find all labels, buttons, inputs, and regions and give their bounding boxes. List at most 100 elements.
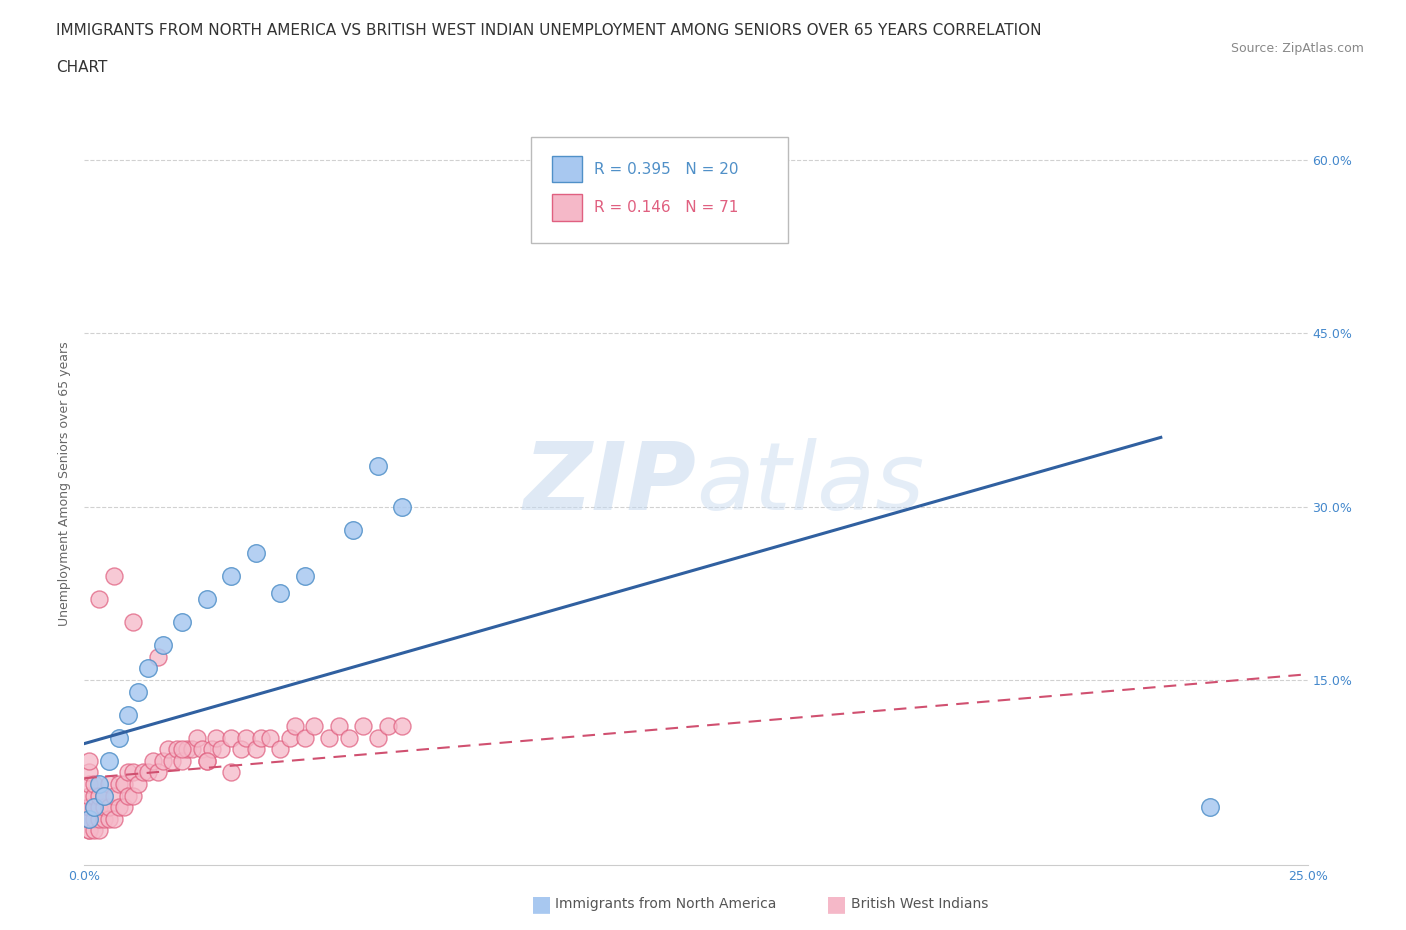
Point	[136, 765, 159, 780]
Point	[342, 523, 364, 538]
Point	[172, 742, 194, 757]
Point	[200, 742, 222, 757]
Point	[127, 684, 149, 699]
Point	[93, 788, 115, 803]
Point	[259, 730, 281, 745]
Point	[112, 800, 135, 815]
Point	[83, 788, 105, 803]
Point	[77, 823, 100, 838]
Point	[352, 719, 374, 734]
Point	[97, 753, 120, 768]
Point	[337, 730, 360, 745]
Point	[195, 753, 218, 768]
Point	[122, 788, 145, 803]
Point	[77, 788, 100, 803]
Point	[284, 719, 307, 734]
Point	[136, 661, 159, 676]
Point	[304, 719, 326, 734]
Point	[1198, 800, 1220, 815]
Text: IMMIGRANTS FROM NORTH AMERICA VS BRITISH WEST INDIAN UNEMPLOYMENT AMONG SENIORS : IMMIGRANTS FROM NORTH AMERICA VS BRITISH…	[56, 23, 1042, 38]
Point	[146, 649, 169, 664]
Point	[391, 499, 413, 514]
Point	[172, 753, 194, 768]
Text: R = 0.146   N = 71: R = 0.146 N = 71	[595, 200, 738, 215]
Text: ZIP: ZIP	[523, 438, 696, 529]
Point	[97, 777, 120, 791]
Point	[107, 800, 129, 815]
Point	[97, 811, 120, 826]
Point	[117, 788, 139, 803]
Point	[112, 777, 135, 791]
Point	[87, 788, 110, 803]
Point	[195, 753, 218, 768]
Point	[294, 568, 316, 583]
Point	[166, 742, 188, 757]
Point	[87, 811, 110, 826]
FancyBboxPatch shape	[551, 155, 582, 182]
Point	[318, 730, 340, 745]
Point	[162, 753, 184, 768]
Point	[77, 811, 100, 826]
Text: atlas: atlas	[696, 438, 924, 529]
Point	[205, 730, 228, 745]
Point	[328, 719, 350, 734]
Point	[156, 742, 179, 757]
Point	[278, 730, 301, 745]
Point	[83, 800, 105, 815]
Point	[83, 777, 105, 791]
Point	[229, 742, 252, 757]
Text: ■: ■	[531, 894, 551, 914]
Point	[83, 811, 105, 826]
Point	[77, 765, 100, 780]
Point	[146, 765, 169, 780]
Text: Immigrants from North America: Immigrants from North America	[555, 897, 776, 911]
Point	[107, 777, 129, 791]
Point	[77, 823, 100, 838]
Point	[87, 777, 110, 791]
Point	[103, 811, 125, 826]
Point	[245, 546, 267, 561]
Point	[117, 765, 139, 780]
Point	[87, 800, 110, 815]
Point	[294, 730, 316, 745]
Point	[269, 742, 291, 757]
Point	[186, 730, 208, 745]
Point	[176, 742, 198, 757]
Point	[77, 753, 100, 768]
Point	[391, 719, 413, 734]
Point	[142, 753, 165, 768]
FancyBboxPatch shape	[551, 193, 582, 220]
Point	[77, 777, 100, 791]
Text: British West Indians: British West Indians	[851, 897, 988, 911]
Text: R = 0.395   N = 20: R = 0.395 N = 20	[595, 162, 740, 177]
Point	[235, 730, 257, 745]
Point	[209, 742, 232, 757]
Point	[127, 777, 149, 791]
Point	[249, 730, 271, 745]
Point	[103, 568, 125, 583]
Y-axis label: Unemployment Among Seniors over 65 years: Unemployment Among Seniors over 65 years	[58, 341, 72, 626]
Point	[97, 800, 120, 815]
Point	[93, 800, 115, 815]
Point	[191, 742, 214, 757]
Point	[367, 730, 389, 745]
Point	[107, 730, 129, 745]
Point	[93, 788, 115, 803]
Point	[219, 765, 242, 780]
Point	[219, 730, 242, 745]
Point	[122, 765, 145, 780]
Point	[152, 753, 174, 768]
Point	[117, 707, 139, 722]
Point	[77, 800, 100, 815]
Point	[103, 788, 125, 803]
Point	[152, 638, 174, 653]
FancyBboxPatch shape	[531, 137, 787, 244]
Point	[83, 800, 105, 815]
Text: Source: ZipAtlas.com: Source: ZipAtlas.com	[1230, 42, 1364, 55]
Point	[83, 823, 105, 838]
Point	[77, 811, 100, 826]
Point	[87, 823, 110, 838]
Point	[122, 615, 145, 630]
Point	[77, 800, 100, 815]
Point	[195, 591, 218, 606]
